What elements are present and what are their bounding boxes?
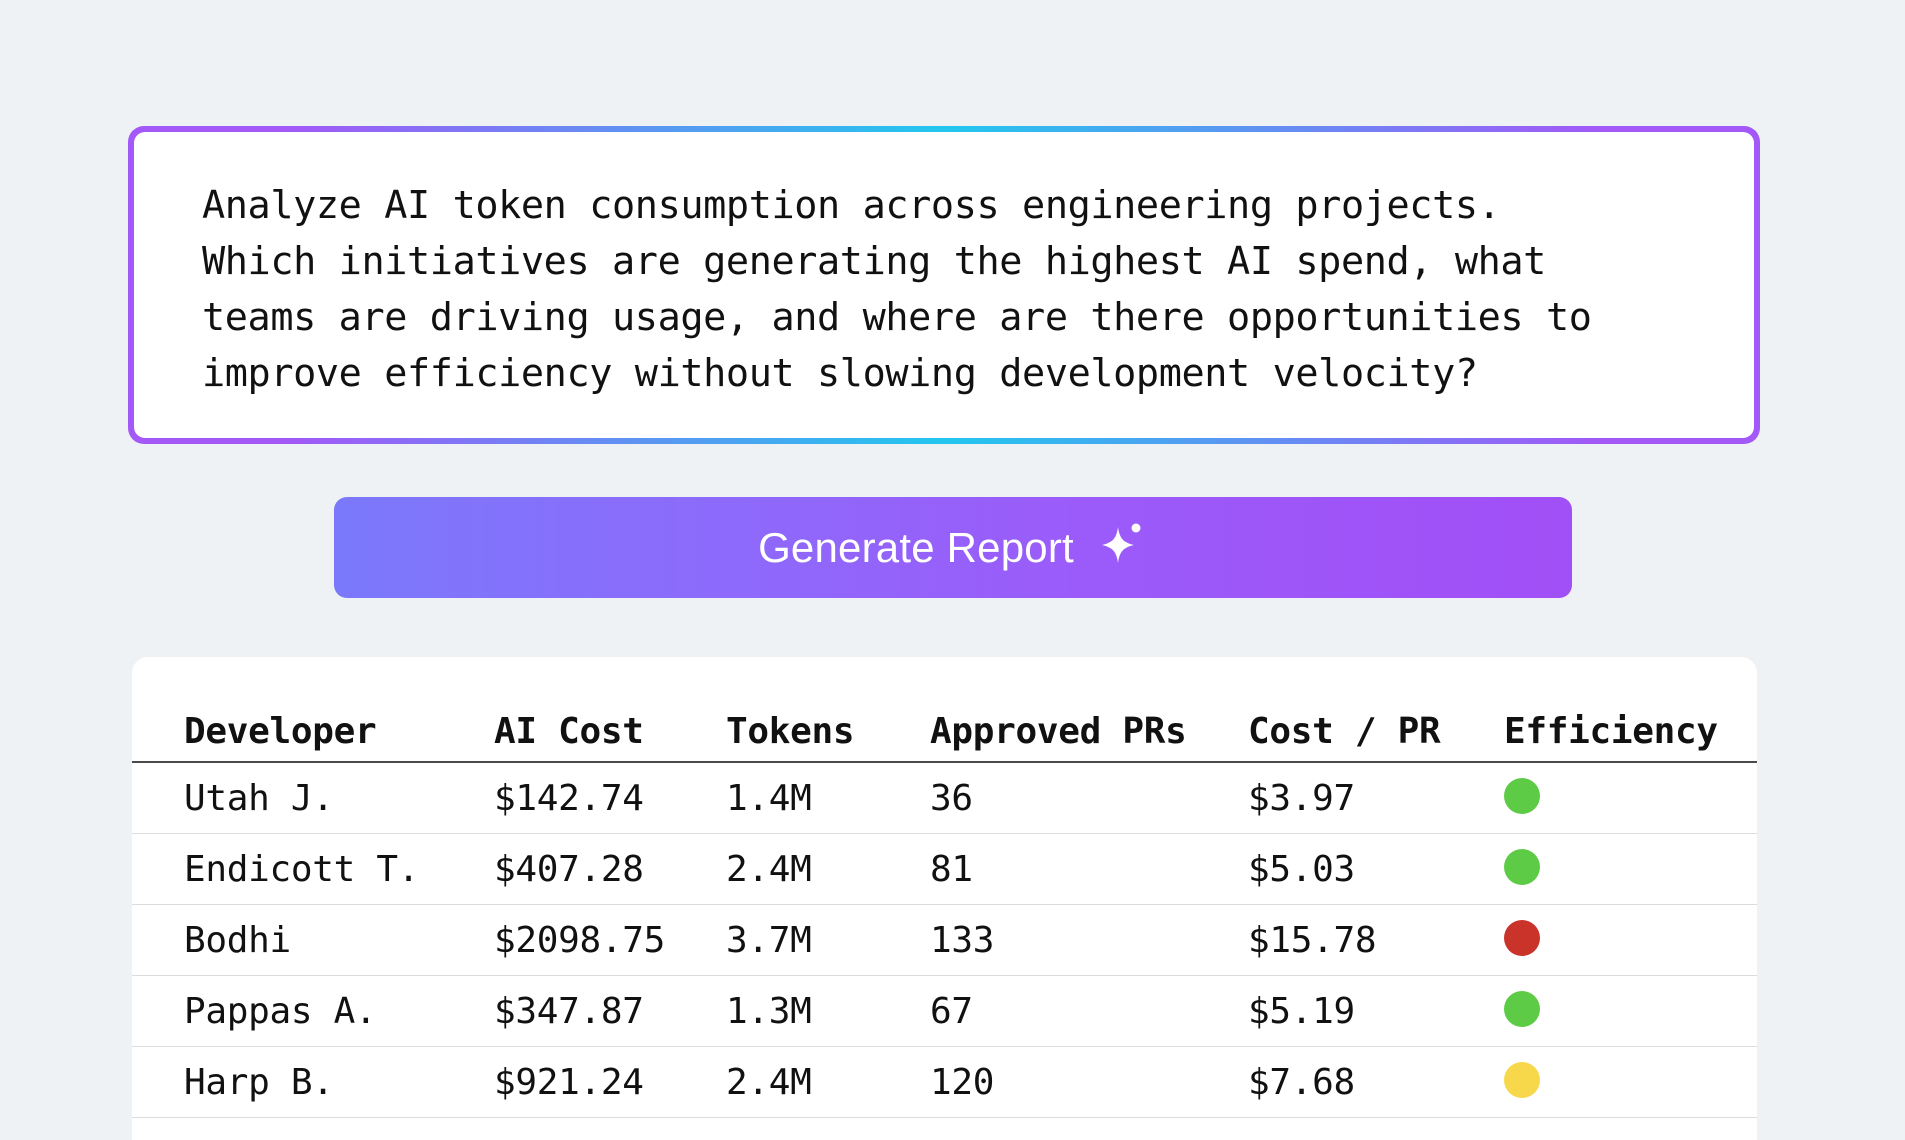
tokens-cell: 3.7M — [726, 904, 930, 976]
developer-table: Developer AI Cost Tokens Approved PRs Co… — [132, 701, 1757, 1118]
sparkle-icon — [1096, 521, 1148, 573]
approved-prs-cell: 67 — [930, 975, 1248, 1047]
ai-cost-cell: $407.28 — [494, 833, 726, 905]
prompt-box[interactable]: Analyze AI token consumption across engi… — [128, 126, 1760, 444]
ai-cost-cell: $921.24 — [494, 1046, 726, 1118]
column-header-developer[interactable]: Developer — [132, 701, 494, 763]
table-header-row: Developer AI Cost Tokens Approved PRs Co… — [132, 701, 1757, 763]
table-row[interactable]: Harp B. $921.24 2.4M 120 $7.68 — [132, 1046, 1757, 1118]
ai-cost-cell: $347.87 — [494, 975, 726, 1047]
approved-prs-cell: 133 — [930, 904, 1248, 976]
tokens-cell: 1.3M — [726, 975, 930, 1047]
efficiency-cell — [1504, 975, 1757, 1047]
cost-per-pr-cell: $3.97 — [1248, 762, 1504, 834]
developer-cell: Harp B. — [132, 1046, 494, 1118]
tokens-cell: 2.4M — [726, 1046, 930, 1118]
efficiency-status-dot — [1504, 777, 1540, 814]
ai-cost-cell: $2098.75 — [494, 904, 726, 976]
generate-report-label: Generate Report — [758, 523, 1074, 571]
approved-prs-cell: 36 — [930, 762, 1248, 834]
approved-prs-cell: 81 — [930, 833, 1248, 905]
tokens-cell: 2.4M — [726, 833, 930, 905]
efficiency-status-dot — [1504, 848, 1540, 885]
column-header-approved-prs[interactable]: Approved PRs — [930, 701, 1248, 763]
cost-per-pr-cell: $5.03 — [1248, 833, 1504, 905]
prompt-text[interactable]: Analyze AI token consumption across engi… — [202, 183, 1592, 396]
efficiency-status-dot — [1504, 990, 1540, 1027]
column-header-tokens[interactable]: Tokens — [726, 701, 930, 763]
cost-per-pr-cell: $7.68 — [1248, 1046, 1504, 1118]
efficiency-cell — [1504, 1046, 1757, 1118]
tokens-cell: 1.4M — [726, 762, 930, 834]
column-header-ai-cost[interactable]: AI Cost — [494, 701, 726, 763]
prompt-box-inner[interactable]: Analyze AI token consumption across engi… — [134, 132, 1754, 438]
developer-cell: Pappas A. — [132, 975, 494, 1047]
developer-cell: Utah J. — [132, 762, 494, 834]
table-row[interactable]: Pappas A. $347.87 1.3M 67 $5.19 — [132, 975, 1757, 1047]
developer-cell: Endicott T. — [132, 833, 494, 905]
cost-per-pr-cell: $15.78 — [1248, 904, 1504, 976]
approved-prs-cell: 120 — [930, 1046, 1248, 1118]
efficiency-cell — [1504, 833, 1757, 905]
developer-table-card: Developer AI Cost Tokens Approved PRs Co… — [132, 657, 1757, 1140]
column-header-cost-per-pr[interactable]: Cost / PR — [1248, 701, 1504, 763]
ai-cost-cell: $142.74 — [494, 762, 726, 834]
column-header-efficiency[interactable]: Efficiency — [1504, 701, 1757, 763]
efficiency-status-dot — [1504, 1061, 1540, 1098]
efficiency-cell — [1504, 904, 1757, 976]
cost-per-pr-cell: $5.19 — [1248, 975, 1504, 1047]
developer-cell: Bodhi — [132, 904, 494, 976]
generate-report-button[interactable]: Generate Report — [334, 497, 1572, 598]
table-row[interactable]: Endicott T. $407.28 2.4M 81 $5.03 — [132, 833, 1757, 905]
efficiency-cell — [1504, 762, 1757, 834]
table-row[interactable]: Utah J. $142.74 1.4M 36 $3.97 — [132, 762, 1757, 834]
efficiency-status-dot — [1504, 919, 1540, 956]
table-row[interactable]: Bodhi $2098.75 3.7M 133 $15.78 — [132, 904, 1757, 976]
